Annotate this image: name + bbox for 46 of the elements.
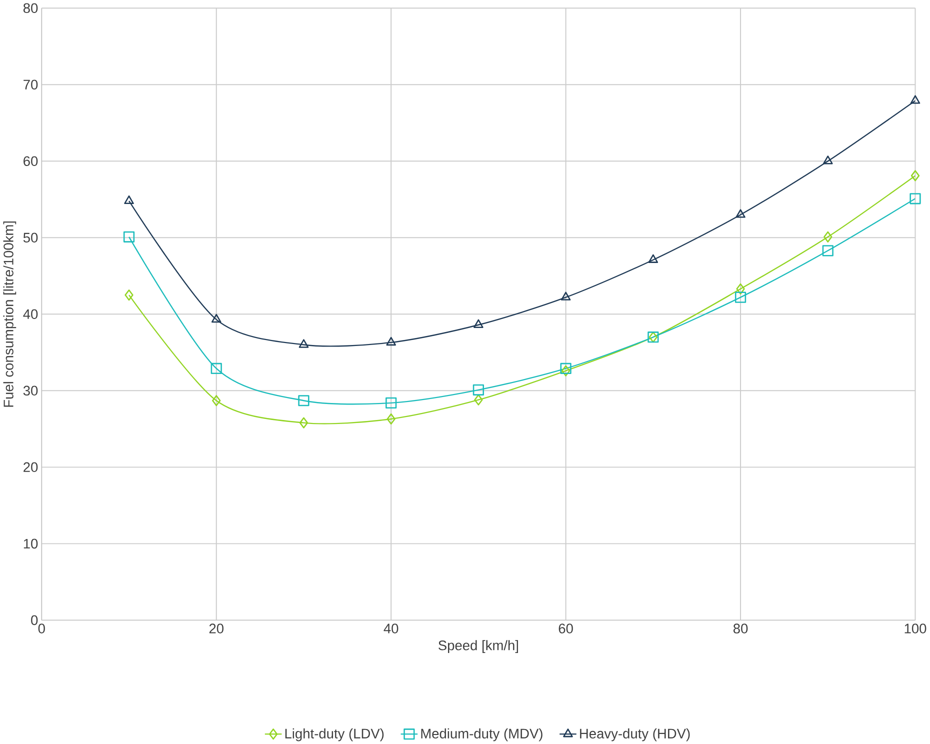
x-tick-label: 60 <box>558 624 573 634</box>
point <box>298 395 310 406</box>
point <box>299 417 308 428</box>
point <box>910 170 920 182</box>
y-tick-label: 80 <box>23 3 38 14</box>
x-tick-label: 0 <box>38 624 45 634</box>
point <box>211 314 222 323</box>
point <box>386 397 397 409</box>
legend-label: Heavy-duty (HDV) <box>580 728 690 742</box>
point <box>910 95 920 104</box>
y-tick-label: 0 <box>31 615 38 626</box>
point <box>822 156 833 164</box>
y-tick-label: 50 <box>23 232 38 243</box>
point <box>124 196 134 204</box>
y-tick-label: 10 <box>24 538 38 549</box>
x-tick-label: 40 <box>384 624 398 634</box>
y-tick-label: 20 <box>24 462 38 472</box>
point <box>474 319 484 328</box>
y-tick-label: 60 <box>24 156 38 166</box>
x-axis-title: Speed [km/h] <box>438 640 518 654</box>
y-tick-label: 40 <box>23 309 38 320</box>
point <box>472 384 484 396</box>
legend-label: Light-duty (LDV) <box>285 728 384 742</box>
point <box>386 337 396 346</box>
point <box>298 339 309 348</box>
point <box>212 395 221 406</box>
point <box>910 193 921 204</box>
point <box>123 231 135 243</box>
point <box>124 290 134 301</box>
point <box>736 283 745 295</box>
x-tick-label: 100 <box>904 624 926 634</box>
y-tick-label: 30 <box>23 386 38 396</box>
legend-label: Medium-duty (MDV) <box>421 728 542 742</box>
x-tick-label: 20 <box>209 624 224 634</box>
point <box>474 394 483 406</box>
point <box>560 292 571 301</box>
point <box>734 292 746 304</box>
y-tick-label: 70 <box>24 80 38 90</box>
point <box>824 231 832 243</box>
point <box>648 254 658 264</box>
point <box>386 414 396 425</box>
point <box>736 209 746 218</box>
y-axis-title: Fuel consumption [litre/100km] <box>3 222 16 407</box>
point <box>822 245 834 256</box>
x-tick-label: 80 <box>733 624 748 634</box>
point <box>210 363 222 374</box>
